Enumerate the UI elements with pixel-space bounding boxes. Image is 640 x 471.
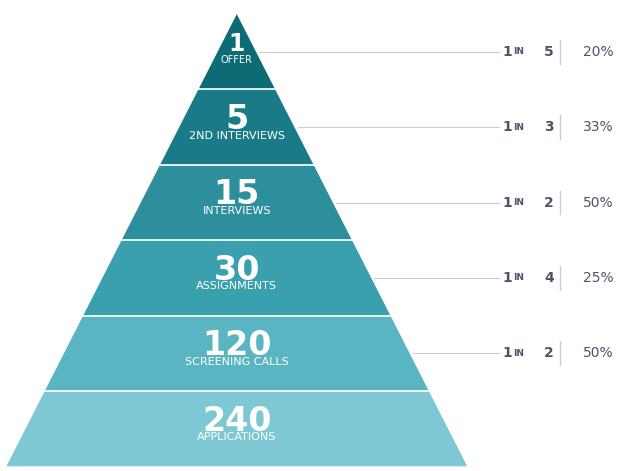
Text: IN: IN bbox=[513, 349, 524, 358]
Text: 4: 4 bbox=[544, 271, 554, 285]
Text: 2ND INTERVIEWS: 2ND INTERVIEWS bbox=[189, 130, 285, 141]
Text: 1: 1 bbox=[228, 32, 245, 56]
Polygon shape bbox=[6, 391, 467, 466]
Text: 50%: 50% bbox=[583, 195, 614, 210]
Text: 20%: 20% bbox=[583, 45, 614, 59]
Text: 1: 1 bbox=[502, 271, 512, 285]
Text: 33%: 33% bbox=[583, 120, 614, 134]
Polygon shape bbox=[198, 14, 275, 89]
Text: 1: 1 bbox=[502, 45, 512, 59]
Text: ASSIGNMENTS: ASSIGNMENTS bbox=[196, 281, 277, 292]
Text: 2: 2 bbox=[544, 195, 554, 210]
Text: IN: IN bbox=[513, 273, 524, 283]
Text: 1: 1 bbox=[502, 120, 512, 134]
Text: 5: 5 bbox=[544, 45, 554, 59]
Polygon shape bbox=[83, 240, 390, 316]
Polygon shape bbox=[45, 316, 429, 391]
Text: SCREENING CALLS: SCREENING CALLS bbox=[185, 357, 289, 367]
Polygon shape bbox=[122, 165, 352, 240]
Text: 120: 120 bbox=[202, 329, 271, 362]
Text: INTERVIEWS: INTERVIEWS bbox=[202, 206, 271, 216]
Text: 50%: 50% bbox=[583, 346, 614, 360]
Text: IN: IN bbox=[513, 198, 524, 207]
Text: 25%: 25% bbox=[583, 271, 614, 285]
Text: 30: 30 bbox=[214, 254, 260, 287]
Text: 240: 240 bbox=[202, 405, 271, 438]
Text: OFFER: OFFER bbox=[221, 55, 253, 65]
Text: 5: 5 bbox=[225, 103, 248, 136]
Text: 1: 1 bbox=[502, 195, 512, 210]
Text: 1: 1 bbox=[502, 346, 512, 360]
Text: 2: 2 bbox=[544, 346, 554, 360]
Polygon shape bbox=[160, 89, 314, 165]
Text: APPLICATIONS: APPLICATIONS bbox=[197, 432, 276, 442]
Text: 15: 15 bbox=[214, 179, 260, 211]
Text: IN: IN bbox=[513, 47, 524, 57]
Text: 3: 3 bbox=[544, 120, 554, 134]
Text: IN: IN bbox=[513, 122, 524, 132]
